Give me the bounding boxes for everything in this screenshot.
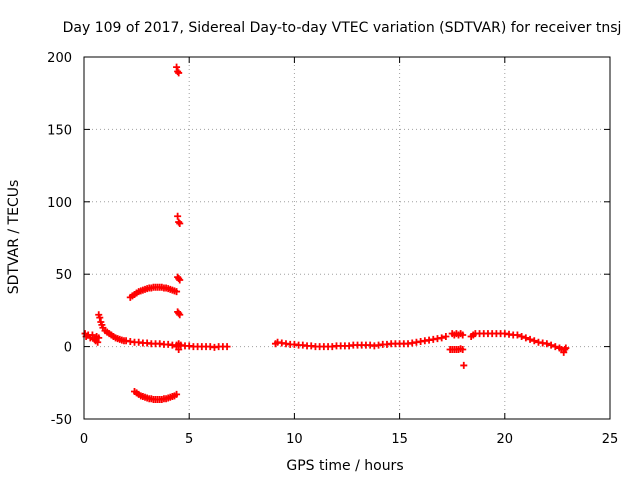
data-point bbox=[174, 212, 182, 220]
y-axis-label: SDTVAR / TECUs bbox=[6, 180, 22, 295]
axis-ticks: 0 5 10 15 20 25 -50 0 50 100 150 200 bbox=[47, 51, 618, 447]
x-tick-label: 25 bbox=[602, 432, 619, 447]
data-point bbox=[442, 332, 450, 340]
data-point bbox=[175, 309, 183, 317]
data-point bbox=[94, 338, 102, 346]
y-tick-label: 200 bbox=[47, 51, 72, 66]
data-point bbox=[88, 331, 96, 339]
data-point bbox=[460, 361, 468, 369]
data-point bbox=[176, 220, 184, 228]
data-point bbox=[438, 334, 446, 342]
data-point bbox=[176, 311, 184, 319]
x-axis-label: GPS time / hours bbox=[286, 458, 403, 474]
data-point bbox=[562, 344, 570, 352]
x-tick-label: 10 bbox=[286, 432, 303, 447]
data-point bbox=[175, 275, 183, 283]
x-tick-label: 20 bbox=[497, 432, 514, 447]
chart-title: Day 109 of 2017, Sidereal Day-to-day VTE… bbox=[63, 20, 622, 36]
data-point bbox=[173, 63, 181, 71]
grid-lines bbox=[84, 57, 610, 419]
data-point bbox=[174, 67, 182, 75]
data-point bbox=[459, 345, 467, 353]
data-point bbox=[543, 340, 551, 348]
data-point bbox=[96, 314, 104, 322]
data-point bbox=[223, 343, 231, 351]
y-tick-label: 50 bbox=[55, 268, 72, 283]
data-point bbox=[95, 334, 103, 342]
data-points bbox=[81, 63, 570, 403]
data-point bbox=[175, 218, 183, 226]
data-point bbox=[530, 337, 538, 345]
data-point bbox=[176, 276, 184, 284]
plot-frame bbox=[83, 56, 611, 420]
data-point bbox=[175, 69, 183, 77]
data-point bbox=[173, 343, 181, 351]
data-point bbox=[513, 331, 521, 339]
y-tick-label: 100 bbox=[47, 196, 72, 211]
data-point bbox=[173, 390, 181, 398]
x-tick-label: 5 bbox=[185, 432, 193, 447]
data-point bbox=[459, 331, 467, 339]
y-tick-label: -50 bbox=[51, 413, 72, 428]
y-tick-label: 0 bbox=[64, 341, 72, 356]
x-tick-label: 15 bbox=[391, 432, 408, 447]
data-point bbox=[173, 288, 181, 296]
data-point bbox=[526, 335, 534, 343]
y-tick-label: 150 bbox=[47, 123, 72, 138]
data-point bbox=[522, 334, 530, 342]
data-point bbox=[551, 343, 559, 351]
data-point bbox=[518, 332, 526, 340]
data-point bbox=[547, 341, 555, 349]
x-tick-label: 0 bbox=[80, 432, 88, 447]
